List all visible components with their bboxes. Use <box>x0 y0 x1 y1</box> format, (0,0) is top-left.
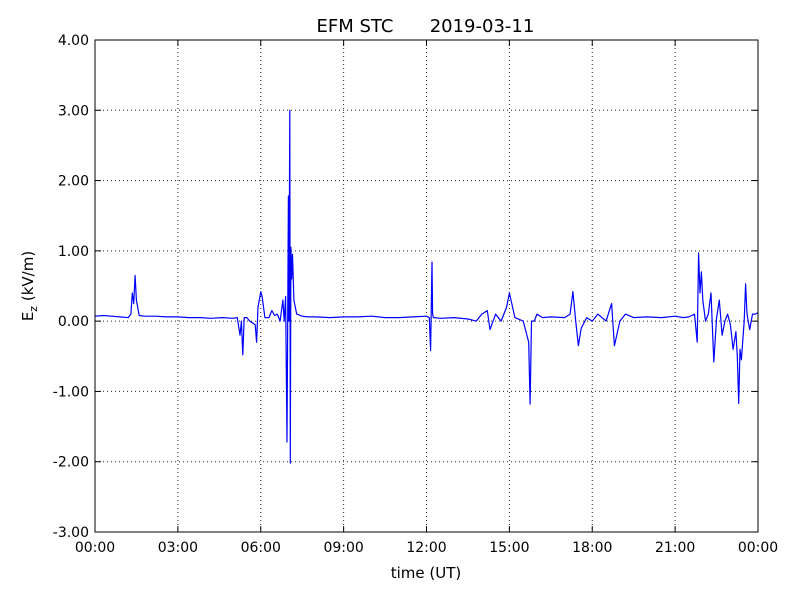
y-tick-label: 4.00 <box>58 33 89 49</box>
x-axis-label: time (UT) <box>391 564 462 582</box>
y-tick-label: 3.00 <box>58 103 89 119</box>
grid <box>95 40 758 532</box>
chart-title: EFM STC <box>317 16 394 37</box>
y-tick-label: 1.00 <box>58 244 89 260</box>
plot-frame <box>94 39 759 533</box>
y-axis-label-main: E <box>19 312 37 321</box>
y-axis-label: Ez (kV/m) <box>19 251 40 321</box>
y-tick-label: -3.00 <box>53 525 89 541</box>
x-tick-label: 09:00 <box>323 540 363 556</box>
y-axis-label-sub: z <box>27 306 40 312</box>
y-tick-label: 2.00 <box>58 174 89 190</box>
x-tick-label: 00:00 <box>75 540 115 556</box>
y-tick-label: 0.00 <box>58 314 89 330</box>
x-tick-label: 21:00 <box>655 540 695 556</box>
x-tick-label: 15:00 <box>489 540 529 556</box>
x-tick-labels: 00:00 03:00 06:00 09:00 12:00 15:00 18:00 21:00… <box>75 540 778 556</box>
y-tick-label: -2.00 <box>53 455 89 471</box>
x-tick-label: 03:00 <box>158 540 198 556</box>
chart-date: 2019-03-11 <box>430 16 535 37</box>
x-tick-label: 18:00 <box>572 540 612 556</box>
y-tick-labels: -3.00 -2.00 -1.00 0.00 1.00 2.00 3.00 4.00 <box>53 33 89 541</box>
x-tick-label: 00:00 <box>738 540 778 556</box>
y-tick-label: -1.00 <box>53 384 89 400</box>
x-tick-label: 06:00 <box>241 540 281 556</box>
y-axis-label-unit: (kV/m) <box>19 251 37 306</box>
series-line-ez <box>94 109 759 464</box>
axis-ticks <box>94 39 759 533</box>
x-tick-label: 12:00 <box>406 540 446 556</box>
